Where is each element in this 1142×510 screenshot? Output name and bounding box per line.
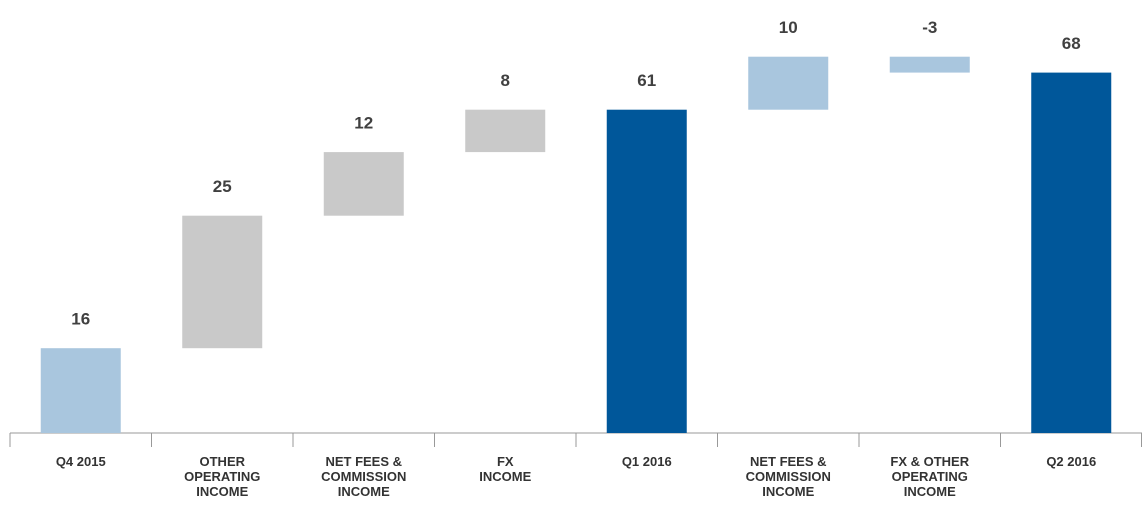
bar — [748, 56, 829, 110]
x-tick-label: NET FEES & COMMISSION INCOME — [745, 454, 831, 499]
x-tick-label: Q4 2015 — [55, 454, 106, 469]
x-tick-label: Q1 2016 — [621, 454, 672, 469]
value-label: 25 — [213, 177, 232, 196]
value-label: 12 — [354, 114, 373, 133]
value-label: 61 — [637, 71, 656, 90]
value-label: 68 — [1062, 34, 1081, 53]
bar — [889, 56, 970, 73]
x-tick-label: FX INCOME — [479, 454, 532, 484]
x-tick-label: NET FEES & COMMISSION INCOME — [321, 454, 407, 499]
bar — [465, 109, 546, 153]
value-label: 8 — [501, 71, 510, 90]
value-label: 16 — [71, 310, 90, 329]
x-tick-label: OTHER OPERATING INCOME — [184, 454, 261, 499]
value-label: -3 — [922, 18, 937, 37]
bar — [606, 109, 687, 433]
bar — [182, 215, 263, 349]
bar — [40, 348, 121, 433]
value-label: 10 — [779, 18, 798, 37]
bar — [323, 152, 404, 216]
bar — [1031, 72, 1112, 433]
x-tick-label: Q2 2016 — [1046, 454, 1097, 469]
x-tick-label: FX & OTHER OPERATING INCOME — [890, 454, 970, 499]
